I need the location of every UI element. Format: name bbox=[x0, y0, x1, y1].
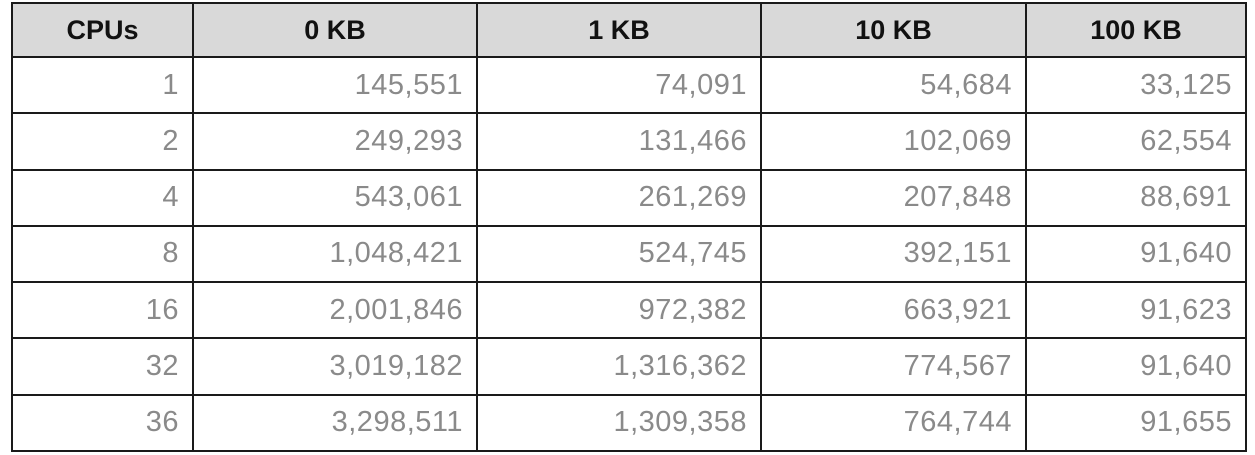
cell-100kb: 91,640 bbox=[1026, 226, 1246, 282]
cell-cpus: 1 bbox=[12, 57, 193, 113]
cell-1kb: 261,269 bbox=[477, 170, 761, 226]
cell-0kb: 543,061 bbox=[193, 170, 477, 226]
header-100kb: 100 KB bbox=[1026, 3, 1246, 57]
header-row: CPUs 0 KB 1 KB 10 KB 100 KB bbox=[12, 3, 1246, 57]
cell-100kb: 33,125 bbox=[1026, 57, 1246, 113]
cell-100kb: 91,623 bbox=[1026, 282, 1246, 338]
throughput-table-container: CPUs 0 KB 1 KB 10 KB 100 KB 1 145,551 74… bbox=[11, 2, 1245, 452]
cell-cpus: 2 bbox=[12, 113, 193, 169]
cell-10kb: 392,151 bbox=[761, 226, 1026, 282]
cell-cpus: 16 bbox=[12, 282, 193, 338]
table-row: 36 3,298,511 1,309,358 764,744 91,655 bbox=[12, 395, 1246, 451]
cell-cpus: 8 bbox=[12, 226, 193, 282]
cell-100kb: 62,554 bbox=[1026, 113, 1246, 169]
cell-0kb: 1,048,421 bbox=[193, 226, 477, 282]
cell-cpus: 32 bbox=[12, 338, 193, 394]
cell-1kb: 972,382 bbox=[477, 282, 761, 338]
table-row: 8 1,048,421 524,745 392,151 91,640 bbox=[12, 226, 1246, 282]
table-row: 32 3,019,182 1,316,362 774,567 91,640 bbox=[12, 338, 1246, 394]
cell-1kb: 131,466 bbox=[477, 113, 761, 169]
table-row: 1 145,551 74,091 54,684 33,125 bbox=[12, 57, 1246, 113]
cell-10kb: 207,848 bbox=[761, 170, 1026, 226]
cell-100kb: 91,640 bbox=[1026, 338, 1246, 394]
throughput-table: CPUs 0 KB 1 KB 10 KB 100 KB 1 145,551 74… bbox=[11, 2, 1247, 452]
cell-10kb: 764,744 bbox=[761, 395, 1026, 451]
header-0kb: 0 KB bbox=[193, 3, 477, 57]
cell-0kb: 145,551 bbox=[193, 57, 477, 113]
table-row: 16 2,001,846 972,382 663,921 91,623 bbox=[12, 282, 1246, 338]
header-10kb: 10 KB bbox=[761, 3, 1026, 57]
header-1kb: 1 KB bbox=[477, 3, 761, 57]
cell-0kb: 2,001,846 bbox=[193, 282, 477, 338]
table-row: 2 249,293 131,466 102,069 62,554 bbox=[12, 113, 1246, 169]
cell-0kb: 3,019,182 bbox=[193, 338, 477, 394]
cell-1kb: 1,309,358 bbox=[477, 395, 761, 451]
cell-100kb: 91,655 bbox=[1026, 395, 1246, 451]
cell-cpus: 36 bbox=[12, 395, 193, 451]
cell-100kb: 88,691 bbox=[1026, 170, 1246, 226]
cell-1kb: 1,316,362 bbox=[477, 338, 761, 394]
cell-10kb: 663,921 bbox=[761, 282, 1026, 338]
header-cpus: CPUs bbox=[12, 3, 193, 57]
cell-10kb: 54,684 bbox=[761, 57, 1026, 113]
cell-10kb: 102,069 bbox=[761, 113, 1026, 169]
cell-10kb: 774,567 bbox=[761, 338, 1026, 394]
cell-0kb: 249,293 bbox=[193, 113, 477, 169]
table-row: 4 543,061 261,269 207,848 88,691 bbox=[12, 170, 1246, 226]
cell-1kb: 524,745 bbox=[477, 226, 761, 282]
cell-1kb: 74,091 bbox=[477, 57, 761, 113]
cell-cpus: 4 bbox=[12, 170, 193, 226]
cell-0kb: 3,298,511 bbox=[193, 395, 477, 451]
